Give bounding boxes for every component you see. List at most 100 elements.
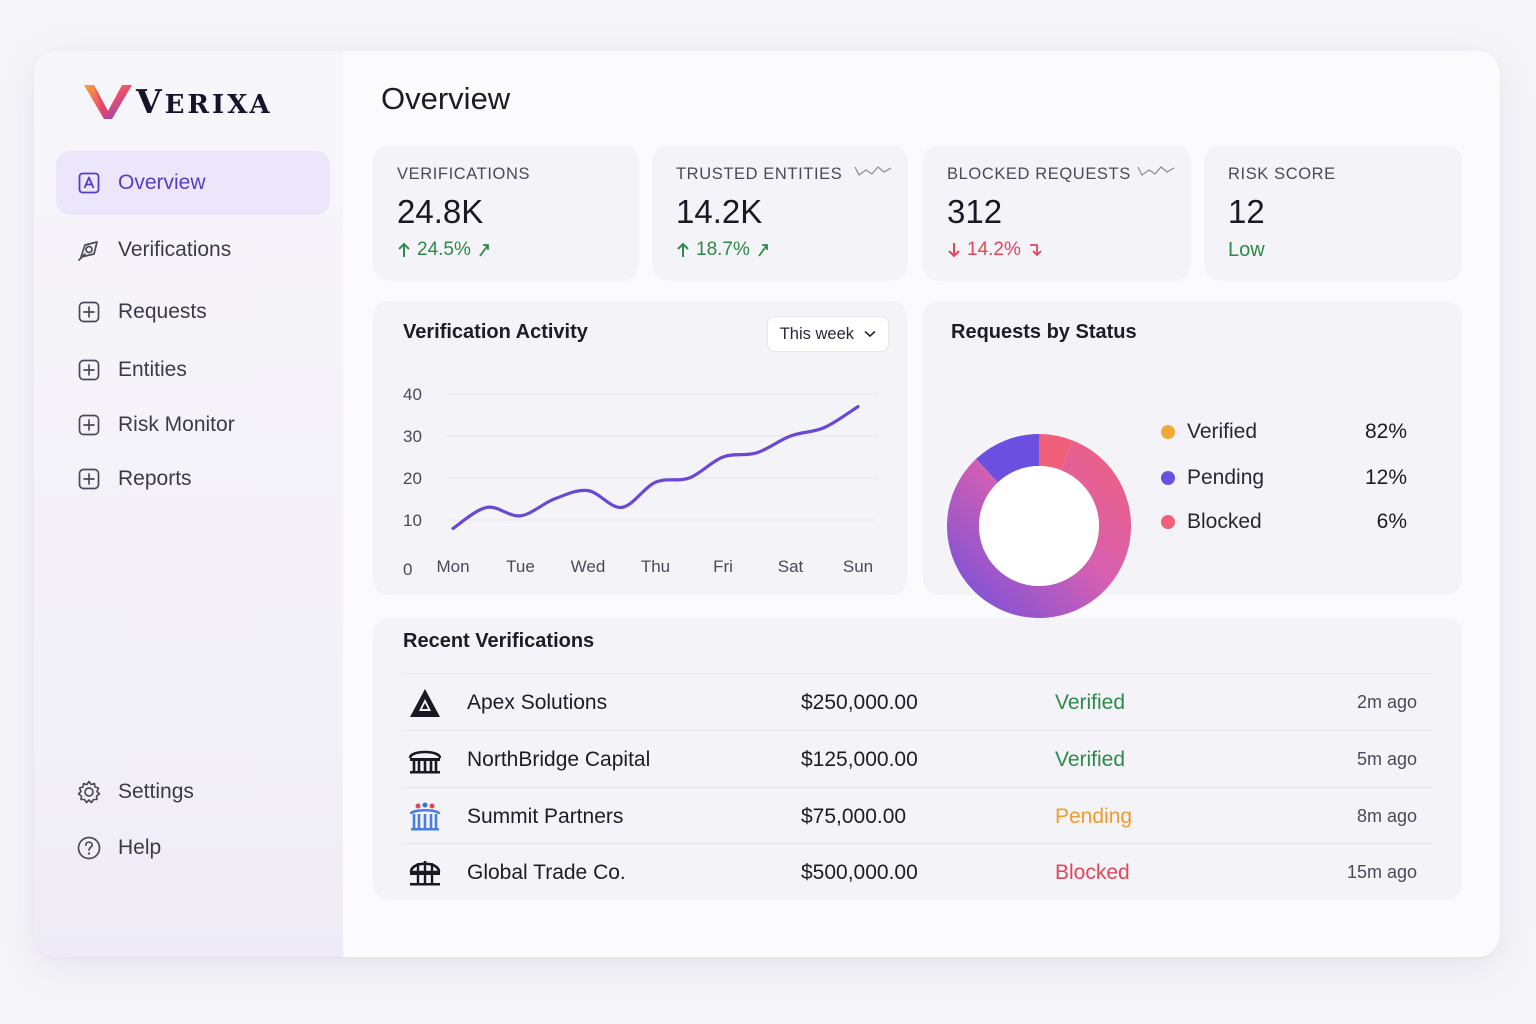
chevron-down-icon: [864, 330, 876, 338]
sidebar-item-reports[interactable]: Reports: [56, 447, 330, 511]
page-title: Overview: [381, 81, 511, 116]
legend-value: 6%: [1376, 510, 1407, 533]
plus-square-icon: [76, 357, 102, 383]
brand-logo[interactable]: VERIXA: [82, 79, 273, 123]
help-icon: [76, 835, 102, 861]
table-row[interactable]: Global Trade Co. $500,000.00 Blocked 15m…: [401, 843, 1433, 901]
y-tick-label: 40: [403, 385, 422, 404]
stat-card-risk-score[interactable]: RISK SCORE 12 Low: [1204, 145, 1462, 281]
sparkline-icon: [1137, 166, 1175, 176]
entity-amount: $500,000.00: [801, 860, 918, 884]
sidebar-item-label: Settings: [118, 780, 194, 803]
status-donut-chart: [947, 434, 1131, 618]
legend-value: 12%: [1364, 466, 1407, 489]
northbridge-logo-icon: [407, 742, 443, 778]
gear-icon: [76, 779, 102, 805]
sidebar-item-risk-monitor[interactable]: Risk Monitor: [56, 393, 330, 457]
table-row[interactable]: Summit Partners $75,000.00 Pending 8m ag…: [401, 787, 1433, 845]
stat-delta-value: 24.5%: [417, 239, 471, 260]
stat-delta-value: 18.7%: [696, 239, 750, 260]
table-row[interactable]: Apex Solutions $250,000.00 Verified 2m a…: [401, 673, 1433, 731]
x-tick-label: Sun: [843, 557, 873, 576]
stat-value: 24.8K: [397, 193, 484, 230]
stat-delta: 18.7%: [676, 239, 772, 261]
sidebar-item-label: Overview: [118, 171, 206, 194]
sidebar-item-settings[interactable]: Settings: [56, 760, 330, 824]
donut-slice-pending[interactable]: [976, 434, 1039, 483]
sidebar-item-overview[interactable]: Overview: [56, 151, 330, 215]
stat-delta-value: 14.2%: [967, 239, 1021, 260]
sidebar-item-verifications[interactable]: Verifications: [56, 218, 330, 282]
stat-value: 14.2K: [676, 193, 763, 230]
entity-amount: $75,000.00: [801, 804, 907, 828]
verixa-logo-icon: [84, 85, 132, 119]
donut-hole: [979, 466, 1099, 586]
sidebar-item-requests[interactable]: Requests: [56, 280, 330, 344]
sidebar: VERIXA Overview Verifications Requests E…: [34, 51, 343, 957]
summit-logo-icon: [407, 799, 443, 835]
donut-slice-verified[interactable]: [947, 440, 1131, 618]
activity-title: Verification Activity: [403, 321, 588, 343]
entity-name: Summit Partners: [467, 804, 624, 828]
status-badge: Verified: [1055, 690, 1126, 714]
x-tick-label: Fri: [713, 557, 733, 576]
status-badge: Verified: [1055, 747, 1126, 771]
stat-value: 12: [1228, 193, 1265, 230]
apex-logo-icon: [407, 685, 443, 721]
stat-card-trusted-entities[interactable]: TRUSTED ENTITIES 14.2K 18.7%: [652, 145, 908, 281]
trend-up-icon: [479, 244, 489, 257]
sidebar-item-label: Requests: [118, 300, 207, 323]
stat-label: VERIFICATIONS: [397, 165, 531, 183]
stat-label: RISK SCORE: [1228, 165, 1336, 183]
timestamp: 5m ago: [1356, 749, 1417, 769]
brand-name: VERIXA: [136, 82, 273, 121]
sidebar-item-label: Verifications: [118, 238, 232, 261]
brand-initial: V: [136, 81, 165, 121]
entity-amount: $250,000.00: [801, 690, 918, 714]
timestamp: 2m ago: [1356, 692, 1417, 712]
risk-level-label: Low: [1228, 239, 1265, 261]
activity-line-chart: 0 10 20 30 40 Mon Tue Wed Thu Fri Sat Sun: [403, 385, 878, 579]
status-badge: Blocked: [1055, 860, 1130, 884]
recent-title: Recent Verifications: [403, 630, 595, 652]
x-tick-label: Wed: [571, 557, 606, 576]
brand-rest: ERIXA: [164, 89, 273, 120]
recent-card: Recent Verifications Apex Solutions $250…: [373, 618, 1462, 900]
plus-square-icon: [76, 412, 102, 438]
range-dropdown-value: This week: [779, 324, 854, 343]
legend-pending: Pending 12%: [1161, 463, 1407, 493]
legend-label: Pending: [1187, 466, 1265, 489]
legend-dot-verified: [1161, 425, 1175, 439]
series-line[interactable]: [451, 405, 860, 530]
sidebar-item-label: Entities: [118, 358, 187, 381]
verifications-icon: [76, 237, 102, 263]
sidebar-item-help[interactable]: Help: [56, 816, 330, 880]
entity-name: Global Trade Co.: [467, 860, 626, 884]
timestamp: 15m ago: [1346, 862, 1417, 882]
stat-label: BLOCKED REQUESTS: [947, 165, 1131, 183]
risk-level: Low: [1228, 239, 1265, 262]
trend-up-icon: [758, 244, 768, 257]
sidebar-item-label: Reports: [118, 467, 192, 490]
y-tick-label: 10: [403, 511, 422, 530]
y-tick-label: 20: [403, 469, 422, 488]
x-tick-label: Thu: [641, 557, 670, 576]
legend-dot-blocked: [1161, 515, 1175, 529]
table-row[interactable]: NorthBridge Capital $125,000.00 Verified…: [401, 730, 1433, 788]
donut-slice-blocked[interactable]: [1039, 434, 1073, 471]
sidebar-item-entities[interactable]: Entities: [56, 338, 330, 402]
app-window: VERIXA Overview Verifications Requests E…: [34, 51, 1500, 957]
stat-card-blocked-requests[interactable]: BLOCKED REQUESTS 312 14.2%: [923, 145, 1191, 281]
overview-icon: [76, 170, 102, 196]
y-tick-label: 0: [403, 560, 412, 579]
sidebar-item-label: Help: [118, 836, 162, 859]
legend-label: Verified: [1187, 420, 1258, 443]
stat-delta: 14.2%: [947, 239, 1043, 261]
range-dropdown[interactable]: This week: [766, 316, 889, 352]
x-tick-label: Mon: [436, 557, 469, 576]
stat-card-verifications[interactable]: VERIFICATIONS 24.8K 24.5%: [373, 145, 639, 281]
legend-value: 82%: [1364, 420, 1407, 443]
trend-down-icon: [1029, 244, 1042, 257]
timestamp: 8m ago: [1356, 806, 1417, 826]
y-tick-label: 30: [403, 427, 422, 446]
